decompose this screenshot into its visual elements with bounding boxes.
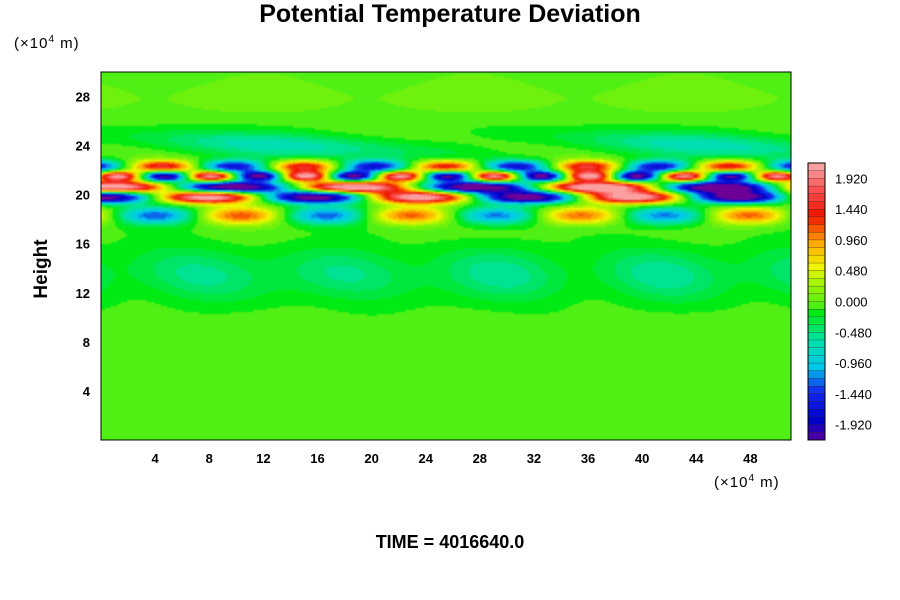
heatmap-field [101,72,791,440]
colorbar-segment [807,424,826,433]
colorbar-segment [807,301,826,310]
colorbar: 1.920 1.440 0.960 0.480 0.000 -0.480 -0.960 -1.… [807,162,872,441]
colorbar-segment [807,193,826,202]
x-tick-label: 12 [256,451,270,466]
colorbar-tick-label: 0.960 [835,233,868,248]
x-tick-label: 48 [743,451,757,466]
x-tick-label: 40 [635,451,649,466]
plot-frame [100,71,792,441]
colorbar-segment [807,332,826,341]
x-tick-label: 36 [581,451,595,466]
colorbar-segment [807,209,826,218]
colorbar-tick-label: 1.920 [835,171,868,186]
colorbar-segment [807,416,826,426]
colorbar-segment [807,278,826,287]
x-tick-label: 44 [689,451,704,466]
colorbar-frame [807,162,826,441]
colorbar-segment [807,432,826,441]
colorbar-tick-label: -1.920 [835,418,872,433]
x-tick-label: 20 [364,451,378,466]
colorbar-segment [807,285,826,295]
x-tick-label: 8 [206,451,213,466]
colorbar-tick-label: -0.480 [835,325,872,340]
y-unit-label: (×104 m) [14,34,80,52]
colorbar-segment [807,316,826,326]
colorbar-segment [807,293,826,302]
colorbar-segment [807,409,826,418]
y-tick-label: 4 [83,384,91,399]
y-tick-label: 8 [83,335,90,350]
y-tick-label: 24 [76,139,91,154]
colorbar-segment [807,216,826,226]
colorbar-segment [807,362,826,372]
colorbar-segment [807,309,826,318]
y-tick-labels: 4 8 12 16 20 24 28 [76,90,91,399]
colorbar-tick-label: -0.960 [835,356,872,371]
colorbar-segment [807,339,826,349]
colorbar-segment [807,170,826,179]
colorbar-segment [807,262,826,272]
colorbar-segment [807,247,826,256]
x-tick-label: 28 [473,451,487,466]
x-tick-label: 4 [152,451,160,466]
colorbar-tick-label: 1.440 [835,202,868,217]
colorbar-tick-label: -1.440 [835,387,872,402]
colorbar-tick-label: 0.480 [835,264,868,279]
colorbar-segment [807,201,826,210]
colorbar-segment [807,270,826,279]
colorbar-segment [807,347,826,356]
colorbar-segment [807,185,826,195]
colorbar-segment [807,401,826,410]
colorbar-segment [807,162,826,172]
colorbar-segment [807,178,826,187]
heatmap-image [101,72,791,440]
x-tick-label: 24 [418,451,433,466]
colorbar-segment [807,232,826,241]
colorbar-segment [807,224,826,233]
x-tick-labels: 4 8 12 16 20 24 28 32 36 40 44 48 [152,451,758,466]
y-tick-label: 28 [76,90,90,105]
y-tick-label: 12 [76,286,90,301]
y-tick-label: 16 [76,237,90,252]
colorbar-segment [807,370,826,379]
colorbar-segment [807,393,826,402]
colorbar-tick-label: 0.000 [835,295,868,310]
time-label: TIME = 4016640.0 [375,532,525,552]
colorbar-segment [807,385,826,395]
colorbar-segment [807,324,826,333]
chart-title: Potential Temperature Deviation [259,0,641,28]
colorbar-segment [807,378,826,387]
y-tick-label: 20 [76,188,90,203]
colorbar-segment [807,355,826,364]
x-tick-label: 32 [527,451,541,466]
colorbar-segment [807,239,826,249]
x-tick-label: 16 [310,451,324,466]
colorbar-segment [807,255,826,264]
x-unit-label: (×104 m) [714,473,780,491]
